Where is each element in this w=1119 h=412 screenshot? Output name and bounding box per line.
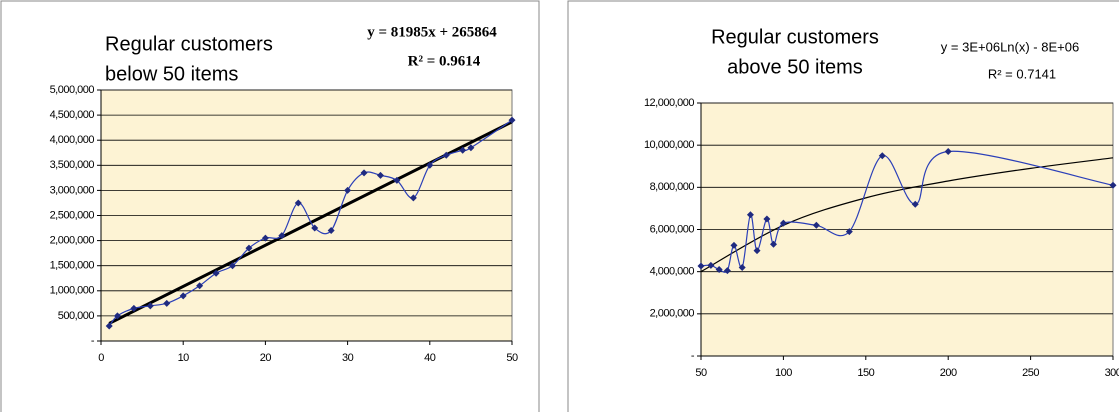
data-point [163, 299, 171, 307]
y-tick-label: 4,000,000 [50, 134, 95, 146]
y-tick-label: 2,000,000 [50, 235, 95, 247]
data-point [196, 282, 204, 290]
y-tick-label: 6,000,000 [650, 223, 695, 235]
data-point [113, 312, 121, 320]
data-point [376, 171, 384, 179]
data-point [130, 304, 138, 312]
data-point [697, 262, 705, 270]
data-point [294, 199, 302, 207]
y-tick-label: - [91, 335, 95, 347]
data-point [723, 267, 731, 275]
data-point [245, 244, 253, 252]
data-point [179, 292, 187, 300]
data-point [261, 234, 269, 242]
y-tick-label: 5,000,000 [50, 84, 95, 96]
x-tick-label: 50 [695, 367, 707, 379]
data-point [467, 144, 475, 152]
x-tick-label: 150 [857, 367, 874, 379]
data-point [730, 241, 738, 249]
data-point [707, 261, 715, 269]
data-point [278, 232, 286, 240]
trend-equation: y = 81985x + 265864 [367, 24, 497, 40]
data-point [311, 224, 319, 232]
data-point [459, 146, 467, 154]
y-tick-label: 2,500,000 [50, 209, 95, 221]
data-point [753, 247, 761, 255]
r-squared: R² = 0.7141 [988, 66, 1056, 81]
data-point [845, 228, 853, 236]
data-point [911, 200, 919, 208]
y-tick-label: 4,000,000 [650, 266, 695, 278]
y-tick-label: 1,500,000 [50, 260, 95, 272]
data-point [409, 194, 417, 202]
data-point [426, 161, 434, 169]
data-point [944, 147, 952, 155]
data-point [779, 219, 787, 227]
data-point [393, 176, 401, 184]
r-squared: R² = 0.9614 [408, 53, 481, 69]
x-tick-label: 30 [342, 352, 354, 364]
data-point [344, 186, 352, 194]
chart-title: Regular customers [711, 26, 879, 48]
data-point [327, 227, 335, 235]
y-tick-label: 2,000,000 [650, 308, 695, 320]
data-point [508, 116, 516, 124]
trend-equation: y = 3E+06Ln(x) - 8E+06 [941, 39, 1079, 54]
data-point [105, 322, 113, 330]
y-tick-label: 1,000,000 [50, 285, 95, 297]
y-tick-label: 3,500,000 [50, 159, 95, 171]
x-tick-label: 50 [506, 352, 518, 364]
x-tick-label: 100 [775, 367, 792, 379]
y-tick-label: 4,500,000 [50, 109, 95, 121]
data-point [715, 266, 723, 274]
data-point [878, 152, 886, 160]
y-tick-label: 10,000,000 [644, 139, 694, 151]
chart-title: below 50 items [105, 63, 238, 85]
x-tick-label: 300 [1105, 367, 1119, 379]
y-tick-label: 12,000,000 [644, 97, 694, 109]
data-point [738, 263, 746, 271]
data-point [812, 221, 820, 229]
data-point [360, 169, 368, 177]
chart-title: Regular customers [105, 33, 273, 55]
chart-title: above 50 items [727, 56, 863, 78]
x-tick-label: 250 [1022, 367, 1039, 379]
y-tick-label: - [691, 350, 695, 362]
data-point [746, 211, 754, 219]
data-point [770, 240, 778, 248]
data-point [442, 151, 450, 159]
data-point [146, 302, 154, 310]
y-tick-label: 3,000,000 [50, 184, 95, 196]
x-tick-label: 0 [98, 352, 104, 364]
data-point [1109, 181, 1117, 189]
x-tick-label: 200 [940, 367, 957, 379]
x-tick-label: 40 [424, 352, 436, 364]
y-tick-label: 8,000,000 [650, 181, 695, 193]
data-point [229, 262, 237, 270]
y-tick-label: 500,000 [58, 310, 95, 322]
x-tick-label: 20 [260, 352, 272, 364]
data-point [763, 215, 771, 223]
data-point [212, 269, 220, 277]
x-tick-label: 10 [178, 352, 190, 364]
